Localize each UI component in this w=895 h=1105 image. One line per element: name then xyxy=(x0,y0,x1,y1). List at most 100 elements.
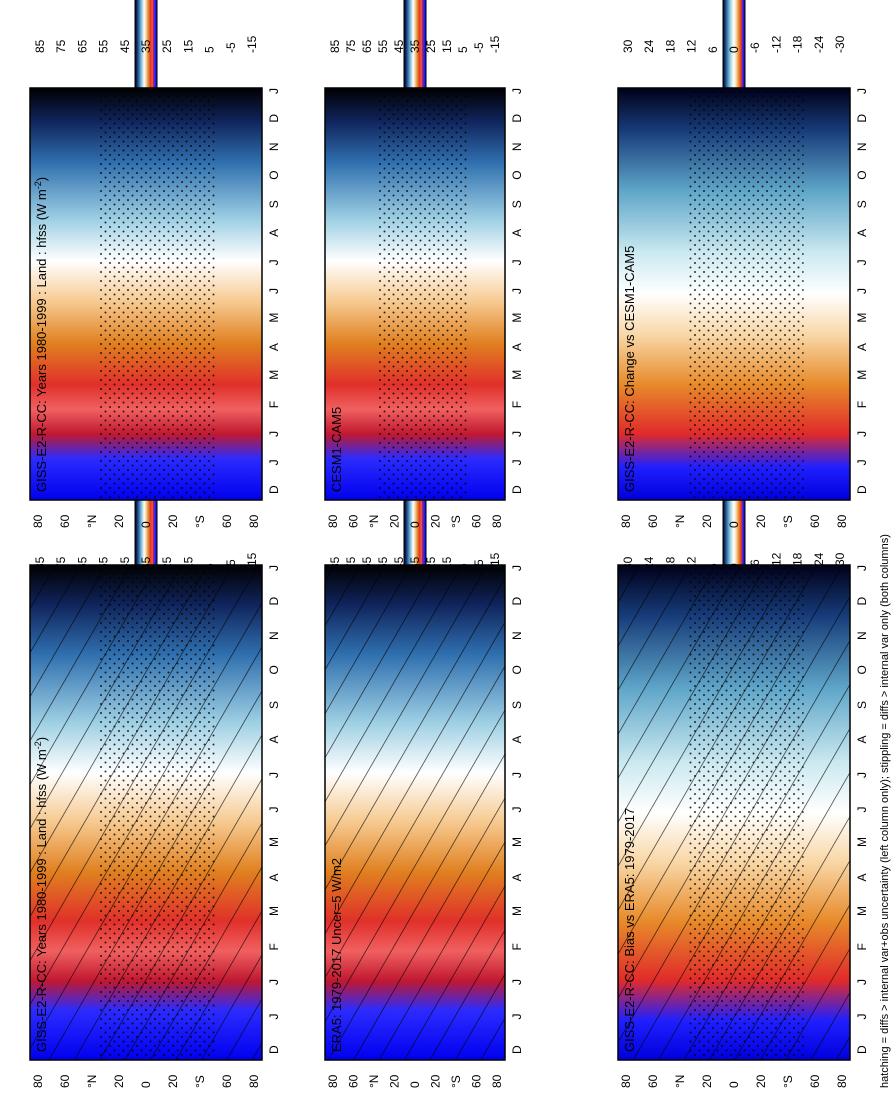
colorbar-tick-label: -18 xyxy=(791,35,805,53)
panel-title: GISS-E2-R-CC: Years 1980-1999 : Land : h… xyxy=(33,177,49,492)
colorbar-change: 30 24 18 12 6 0 -6 -12 -18 -24 -30 xyxy=(621,0,847,133)
month-tick-label: J xyxy=(267,565,281,571)
lat-tick-label: °N xyxy=(673,515,687,528)
month-tick-label: J xyxy=(510,565,524,571)
month-tick-label: D xyxy=(510,1045,524,1054)
month-tick-label: N xyxy=(510,631,524,640)
colorbar-tick-label: 15 xyxy=(181,39,195,53)
panel-title: GISS-E2-R-CC: Bias vs ERA5: 1979-2017 xyxy=(622,808,637,1052)
month-tick-label: J xyxy=(510,1014,524,1020)
month-tick-label: A xyxy=(267,229,281,237)
lat-tick-label: °S xyxy=(449,515,463,528)
colorbar-tick-label: -15 xyxy=(488,35,502,53)
lat-tick-label: 80 xyxy=(835,1074,849,1088)
month-tick-label: J xyxy=(855,88,869,94)
month-tick-label: M xyxy=(267,370,281,380)
footer-note: hatching = diffs > internal var+obs unce… xyxy=(879,534,891,1088)
panel-title: GISS-E2-R-CC: Change vs CESM1-CAM5 xyxy=(622,246,637,492)
month-tick-label: D xyxy=(855,1045,869,1054)
month-tick-label: M xyxy=(855,313,869,323)
month-tick-label: A xyxy=(510,873,524,881)
plot-frame xyxy=(617,87,851,501)
month-tick-label: J xyxy=(267,288,281,294)
heatmap-model-right xyxy=(29,87,263,501)
month-tick-label: J xyxy=(267,807,281,813)
colorbar-tick-label: 35 xyxy=(408,39,422,53)
colorbar-tick-label: -30 xyxy=(833,35,847,53)
lat-tick-label: 60 xyxy=(58,1074,72,1088)
month-tick-label: N xyxy=(510,142,524,151)
month-tick-label: S xyxy=(267,200,281,208)
colorbar-tick-label: 65 xyxy=(75,39,89,53)
month-tick-label: A xyxy=(267,735,281,743)
lat-tick-label: 0 xyxy=(727,521,741,528)
month-tick-label: A xyxy=(510,229,524,237)
month-tick-label: A xyxy=(855,735,869,743)
plot-frame xyxy=(324,564,506,1061)
colorbar-tick-label: 6 xyxy=(706,46,720,53)
lat-tick-label: °N xyxy=(367,515,381,528)
month-tick-label: A xyxy=(855,873,869,881)
colorbar-tick-label: 18 xyxy=(663,39,677,53)
month-tick-label: F xyxy=(855,943,869,950)
colorbar-tick-label: -24 xyxy=(812,35,826,53)
colorbar-tick-label: -6 xyxy=(748,42,762,53)
lat-tick-label: 0 xyxy=(408,1081,422,1088)
month-tick-label: O xyxy=(267,170,281,179)
month-tick-label: O xyxy=(855,665,869,674)
month-tick-label: F xyxy=(267,401,281,408)
lat-tick-label: 80 xyxy=(31,514,45,528)
colorbar-tick-label: 75 xyxy=(54,39,68,53)
lat-tick-label: 20 xyxy=(429,514,443,528)
month-tick-label: F xyxy=(510,401,524,408)
lat-tick-label: 20 xyxy=(112,514,126,528)
lat-tick-label: 80 xyxy=(835,514,849,528)
colorbar-tick-label: 45 xyxy=(392,39,406,53)
lat-tick-label: 80 xyxy=(490,1074,504,1088)
lat-tick-label: °S xyxy=(193,515,207,528)
heatmap-model-left xyxy=(29,564,263,1061)
month-tick-label: J xyxy=(510,259,524,265)
colorbar-tick-label: 0 xyxy=(727,46,741,53)
hatching-overlay xyxy=(618,565,850,1060)
colorbar-tick-label: 5 xyxy=(203,46,217,53)
month-tick-label: S xyxy=(267,701,281,709)
month-tick-label: J xyxy=(855,288,869,294)
stippling-overlay xyxy=(687,88,804,500)
lat-tick-label: 0 xyxy=(408,521,422,528)
hatching-overlay xyxy=(325,565,505,1060)
lat-tick-label: 60 xyxy=(220,1074,234,1088)
colorbar-tick-label: -12 xyxy=(769,35,783,53)
month-tick-label: M xyxy=(510,370,524,380)
lat-tick-label: 20 xyxy=(754,514,768,528)
month-tick-label: J xyxy=(855,259,869,265)
panel-model-left: 85756555453525155-5-158060°N20020°S6080D… xyxy=(29,416,281,1088)
colorbar-tick-label: 15 xyxy=(440,39,454,53)
colorbar-tick-label: 12 xyxy=(685,39,699,53)
panel-title: GISS-E2-R-CC: Years 1980-1999 : Land : h… xyxy=(33,737,49,1052)
month-tick-label: J xyxy=(510,979,524,985)
colorbar-tick-label: 85 xyxy=(33,39,47,53)
month-tick-label: A xyxy=(510,735,524,743)
month-tick-label: N xyxy=(855,142,869,151)
colorbar-tick-label: -15 xyxy=(245,35,259,53)
plot-frame xyxy=(617,564,851,1061)
month-tick-label: S xyxy=(510,701,524,709)
lat-tick-label: 60 xyxy=(646,514,660,528)
month-tick-label: J xyxy=(855,772,869,778)
month-tick-label: F xyxy=(267,943,281,950)
month-tick-label: D xyxy=(267,485,281,494)
lat-tick-label: 20 xyxy=(429,1074,443,1088)
month-tick-label: D xyxy=(855,485,869,494)
lat-tick-label: °S xyxy=(781,1075,795,1088)
month-tick-label: S xyxy=(510,200,524,208)
month-tick-label: N xyxy=(855,631,869,640)
month-tick-label: O xyxy=(267,665,281,674)
lat-tick-label: 60 xyxy=(347,1074,361,1088)
lat-tick-label: 80 xyxy=(619,514,633,528)
lat-tick-label: 20 xyxy=(166,1074,180,1088)
month-tick-label: J xyxy=(855,979,869,985)
lat-tick-label: 80 xyxy=(619,1074,633,1088)
